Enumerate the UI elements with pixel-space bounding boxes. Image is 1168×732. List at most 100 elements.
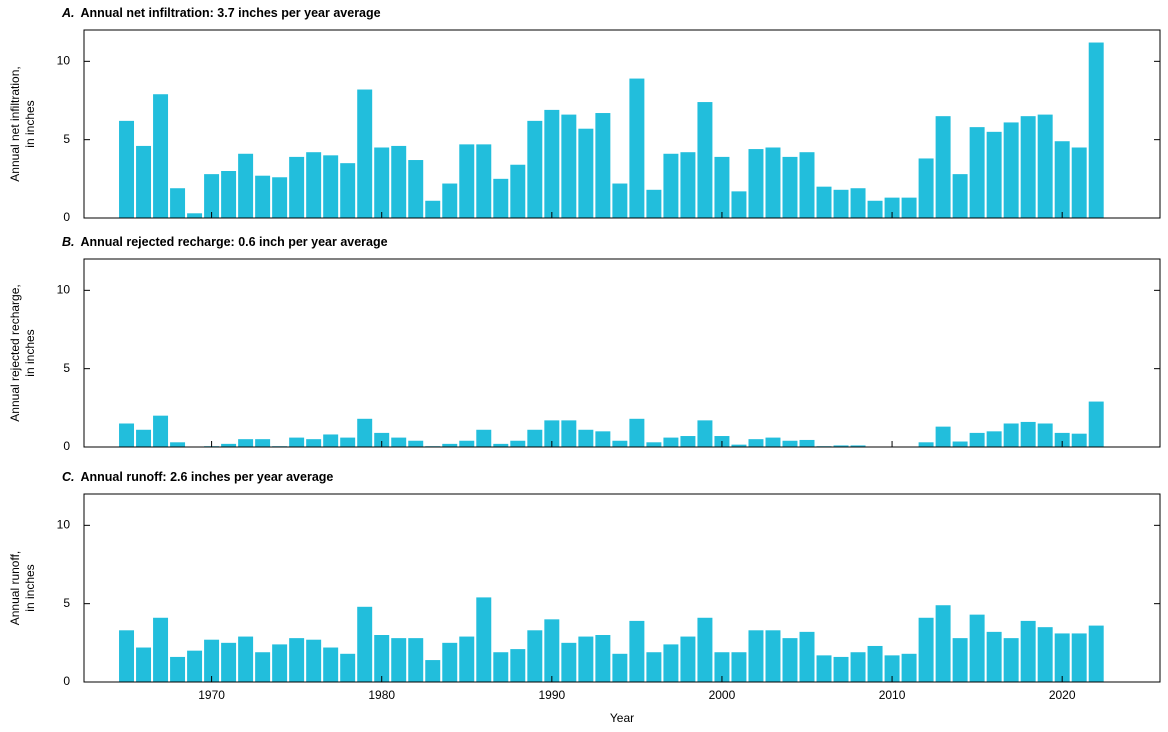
bar bbox=[986, 431, 1002, 447]
bar bbox=[442, 642, 458, 682]
bar bbox=[221, 443, 237, 447]
bar bbox=[1020, 116, 1036, 218]
bar bbox=[816, 186, 832, 218]
bar bbox=[153, 415, 169, 447]
bar bbox=[850, 188, 866, 218]
bar bbox=[935, 426, 951, 447]
bar bbox=[221, 171, 237, 218]
bar bbox=[765, 147, 781, 218]
bar bbox=[663, 644, 679, 682]
y-axis-label-line: in inches bbox=[23, 564, 37, 611]
bar bbox=[833, 445, 849, 447]
bar bbox=[323, 155, 339, 218]
bar bbox=[357, 418, 373, 447]
bar bbox=[799, 152, 815, 218]
bar bbox=[697, 617, 713, 682]
bar bbox=[510, 164, 526, 218]
bar bbox=[612, 440, 628, 447]
y-tick-label: 10 bbox=[57, 283, 71, 297]
bar bbox=[901, 653, 917, 682]
bar bbox=[561, 420, 577, 447]
bar bbox=[748, 439, 764, 447]
panel-label: C. bbox=[62, 470, 75, 484]
bar bbox=[289, 437, 305, 447]
bar bbox=[221, 642, 237, 682]
y-tick-label: 5 bbox=[63, 361, 70, 375]
bar bbox=[544, 619, 560, 682]
bar bbox=[1003, 638, 1019, 682]
bar bbox=[969, 432, 985, 447]
bar bbox=[1037, 627, 1053, 682]
bar bbox=[595, 113, 611, 218]
bar bbox=[680, 152, 696, 218]
bar bbox=[493, 178, 509, 218]
bar bbox=[391, 437, 407, 447]
bar bbox=[255, 439, 271, 447]
bar bbox=[510, 649, 526, 682]
bar bbox=[527, 429, 543, 447]
bar bbox=[714, 652, 730, 682]
bar bbox=[204, 174, 220, 218]
bar bbox=[646, 189, 662, 218]
bar bbox=[119, 423, 135, 447]
x-tick-label: 1990 bbox=[538, 688, 565, 702]
bar bbox=[697, 102, 713, 218]
y-tick-label: 0 bbox=[63, 674, 70, 688]
bar bbox=[680, 436, 696, 447]
bar bbox=[782, 440, 798, 447]
bar bbox=[340, 437, 356, 447]
bar bbox=[459, 636, 475, 682]
x-tick-label: 2000 bbox=[709, 688, 736, 702]
bar bbox=[442, 443, 458, 447]
bar bbox=[765, 630, 781, 682]
bar bbox=[306, 152, 322, 218]
bar bbox=[391, 145, 407, 218]
panel-title: B. Annual rejected recharge: 0.6 inch per… bbox=[62, 235, 388, 249]
bar bbox=[289, 638, 305, 682]
bar bbox=[476, 597, 492, 682]
bar bbox=[850, 652, 866, 682]
bar bbox=[357, 606, 373, 682]
bar bbox=[646, 652, 662, 682]
bar bbox=[748, 149, 764, 218]
plot-frame bbox=[83, 493, 1161, 683]
bar bbox=[901, 197, 917, 218]
bar bbox=[187, 213, 203, 218]
bar bbox=[459, 440, 475, 447]
bar bbox=[493, 443, 509, 447]
bar bbox=[867, 645, 883, 682]
y-axis-label: Annual net infiltration,in inches bbox=[8, 66, 37, 181]
bar bbox=[374, 432, 390, 447]
bar bbox=[918, 158, 934, 218]
bar bbox=[1071, 147, 1087, 218]
bar bbox=[952, 441, 968, 447]
bar bbox=[595, 635, 611, 682]
bar bbox=[153, 617, 169, 682]
bar bbox=[408, 160, 424, 218]
bar bbox=[578, 636, 594, 682]
panel-title-text: Annual net infiltration: 3.7 inches per … bbox=[81, 6, 381, 20]
bar bbox=[799, 439, 815, 447]
bar bbox=[187, 650, 203, 682]
bar bbox=[986, 631, 1002, 682]
bar bbox=[1037, 114, 1053, 218]
bar bbox=[629, 620, 645, 682]
panel-title-text: Annual runoff: 2.6 inches per year avera… bbox=[81, 470, 334, 484]
x-tick-label: 2010 bbox=[879, 688, 906, 702]
bar bbox=[969, 127, 985, 218]
panel-title: A. Annual net infiltration: 3.7 inches pe… bbox=[61, 6, 381, 20]
bar bbox=[527, 630, 543, 682]
bar bbox=[357, 89, 373, 219]
bar bbox=[170, 188, 186, 218]
bar bbox=[1003, 423, 1019, 447]
bar bbox=[1020, 421, 1036, 447]
bar bbox=[629, 418, 645, 447]
bar bbox=[799, 631, 815, 682]
y-tick-label: 5 bbox=[63, 132, 70, 146]
bar bbox=[952, 174, 968, 218]
bar bbox=[629, 78, 645, 218]
bar bbox=[918, 442, 934, 447]
bar bbox=[867, 200, 883, 218]
plot-frame bbox=[83, 258, 1161, 448]
